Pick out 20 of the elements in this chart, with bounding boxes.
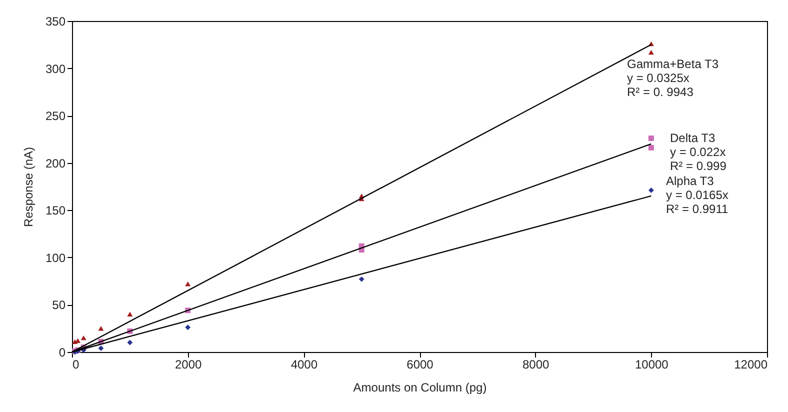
x-tick-label: 0 [72,358,80,372]
y-tick-label: 100 [45,250,66,265]
y-tick-label: 150 [45,204,66,218]
x-tick-label: 6000 [406,358,434,372]
y-tick-label: 50 [52,298,66,312]
x-tick-label: 8000 [522,358,550,372]
y-tick-label: 0 [58,346,66,360]
x-tick-label: 4000 [290,358,318,372]
annotation: Alpha T3 y = 0.0165x R² = 0.9911 [666,174,728,216]
x-tick-label: 2000 [174,358,202,372]
y-tick-label: 300 [45,62,66,76]
y-tick-label: 200 [45,156,66,170]
annotation: Delta T3 y = 0.022x R² = 0.999 [670,131,727,173]
x-tick-label: 12000 [734,358,768,372]
x-axis-title: Amounts on Column (pg) [353,380,487,394]
x-tick-label: 10000 [634,358,669,372]
y-axis-title: Response (nA) [21,146,36,228]
y-tick-label: 350 [45,14,66,28]
annotation: Gamma+Beta T3 y = 0.0325x R² = 0. 9943 [627,57,719,99]
y-tick-label: 250 [45,109,66,124]
